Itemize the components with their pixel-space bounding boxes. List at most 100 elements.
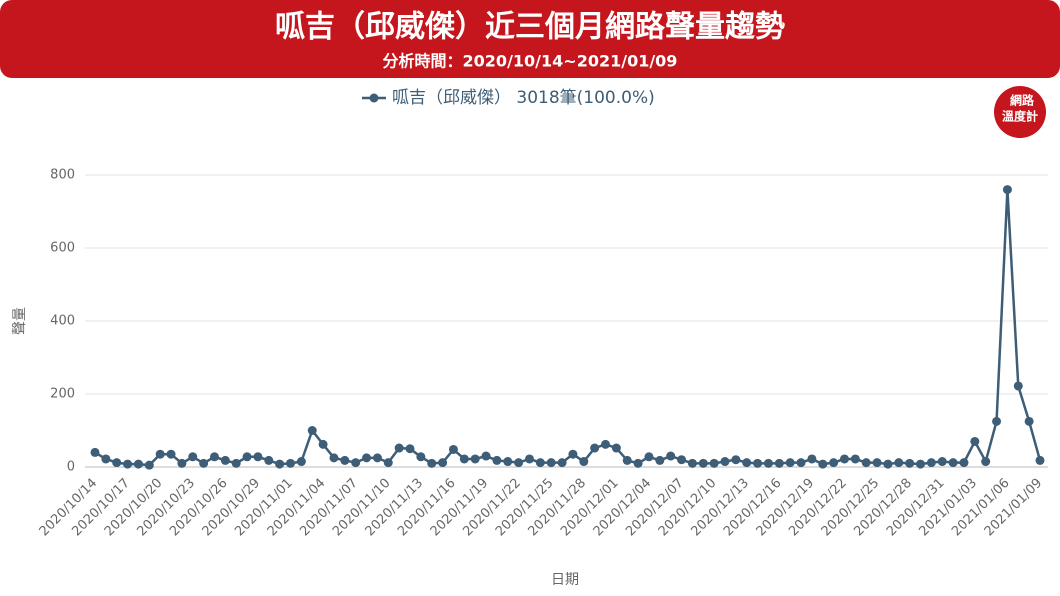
data-point <box>622 455 632 465</box>
data-point <box>101 454 111 464</box>
data-point <box>90 447 100 457</box>
data-point <box>459 454 469 464</box>
series-line <box>94 189 1042 467</box>
data-point <box>796 458 806 468</box>
data-point <box>1035 455 1045 465</box>
data-point <box>1024 416 1034 426</box>
data-point <box>937 457 947 467</box>
data-point <box>123 459 133 469</box>
data-point <box>340 455 350 465</box>
data-point <box>557 458 567 468</box>
x-axis-label: 日期 <box>551 572 579 588</box>
data-point <box>264 455 274 465</box>
legend-label: 呱吉（邱威傑） 3018筆(100.0%) <box>392 88 655 108</box>
data-point <box>470 454 480 464</box>
data-point <box>155 449 165 459</box>
data-point <box>655 455 665 465</box>
data-point <box>774 458 784 468</box>
header-banner <box>0 0 1060 78</box>
data-point <box>503 457 513 467</box>
data-point <box>220 455 230 465</box>
data-point <box>427 458 437 468</box>
data-point <box>372 453 382 463</box>
data-point <box>133 459 143 469</box>
logo-text: 網路 <box>1010 93 1035 108</box>
data-point <box>850 454 860 464</box>
data-point <box>829 458 839 468</box>
y-tick-label: 800 <box>50 168 75 183</box>
data-point <box>188 452 198 462</box>
y-axis-label: 聲量 <box>11 307 28 335</box>
data-point <box>144 460 154 470</box>
data-point <box>199 458 209 468</box>
data-point <box>818 459 828 469</box>
data-point <box>872 458 882 468</box>
data-point <box>253 452 263 462</box>
data-point <box>568 449 578 459</box>
data-point <box>1013 381 1023 391</box>
data-point <box>742 458 752 468</box>
y-tick-label: 600 <box>50 241 75 256</box>
data-point <box>959 458 969 468</box>
data-point <box>883 459 893 469</box>
data-point <box>644 452 654 462</box>
data-point <box>601 439 611 449</box>
data-point <box>992 416 1002 426</box>
logo <box>994 86 1046 138</box>
data-point <box>590 443 600 453</box>
logo-text: 溫度計 <box>1002 109 1038 124</box>
data-point <box>286 458 296 468</box>
data-point <box>633 458 643 468</box>
data-point <box>329 453 339 463</box>
data-point <box>677 455 687 465</box>
data-point <box>948 458 958 468</box>
data-point <box>894 458 904 468</box>
data-point <box>905 458 915 468</box>
data-point <box>231 458 241 468</box>
data-point <box>438 458 448 468</box>
data-point <box>807 454 817 464</box>
data-point <box>763 458 773 468</box>
data-point <box>731 455 741 465</box>
legend-marker <box>369 93 379 103</box>
data-point <box>926 458 936 468</box>
data-point <box>383 458 393 468</box>
data-point <box>709 458 719 468</box>
data-point <box>242 452 252 462</box>
data-point <box>916 459 926 469</box>
data-point <box>416 452 426 462</box>
data-point <box>785 458 795 468</box>
data-point <box>177 458 187 468</box>
chart-subtitle: 分析時間：2020/10/14~2021/01/09 <box>383 52 678 71</box>
data-point <box>307 426 317 435</box>
data-point <box>492 455 502 465</box>
data-point <box>753 458 763 468</box>
y-tick-label: 400 <box>50 314 75 329</box>
y-tick-label: 0 <box>67 460 75 475</box>
data-point <box>524 454 534 464</box>
data-point <box>362 453 372 463</box>
data-point <box>1002 185 1012 195</box>
data-point <box>209 452 219 462</box>
data-point <box>687 458 697 468</box>
data-point <box>970 436 980 446</box>
data-point <box>546 458 556 468</box>
data-point <box>535 458 545 468</box>
data-point <box>275 459 285 469</box>
data-point <box>394 443 404 453</box>
data-point <box>666 451 676 461</box>
data-point <box>351 458 361 468</box>
chart-title: 呱吉（邱威傑）近三個月網路聲量趨勢 <box>275 10 785 45</box>
data-point <box>405 444 415 454</box>
data-point <box>981 457 991 467</box>
data-point <box>112 458 122 468</box>
data-point <box>514 458 524 468</box>
data-point <box>579 457 589 467</box>
data-point <box>166 449 176 459</box>
data-point <box>698 458 708 468</box>
data-point <box>448 444 458 454</box>
data-point <box>481 451 491 461</box>
data-point <box>839 454 849 464</box>
y-tick-label: 200 <box>50 387 75 402</box>
